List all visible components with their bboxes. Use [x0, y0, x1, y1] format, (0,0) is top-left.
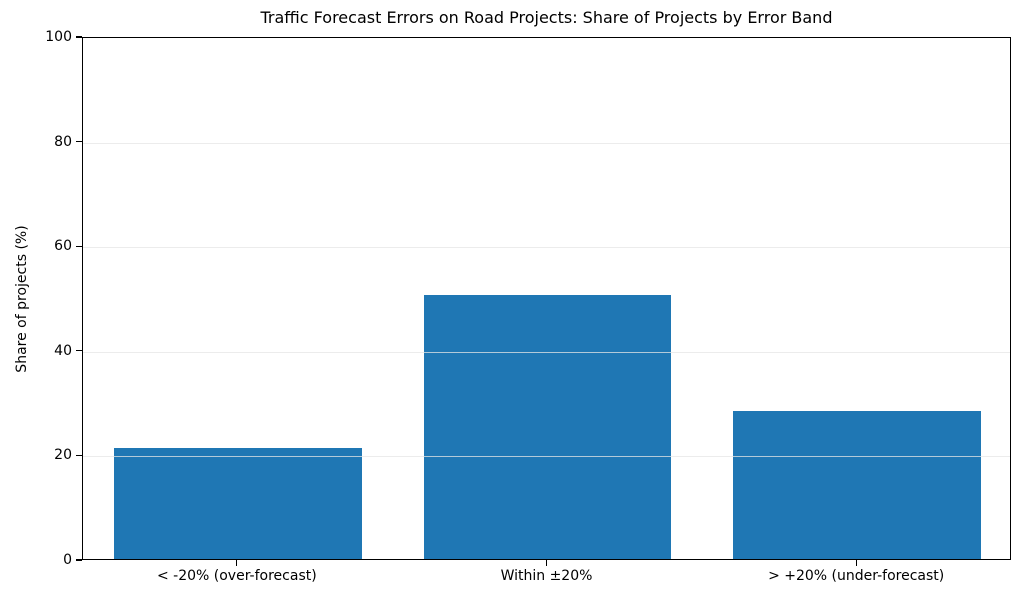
chart-title: Traffic Forecast Errors on Road Projects… [260, 8, 833, 27]
bar-2 [733, 411, 982, 559]
x-tick-mark-1 [545, 560, 548, 566]
bar-0 [113, 447, 362, 559]
x-tick-label-2: > +20% (under-forecast) [768, 568, 945, 584]
y-axis-label: Share of projects (%) [14, 225, 30, 373]
x-tick-mark-0 [236, 560, 238, 566]
x-tick-label-0: < -20% (over-forecast) [156, 568, 317, 584]
plot-area [82, 37, 1011, 560]
y-tick-mark-60 [76, 245, 82, 247]
y-tick-label-0: 0 [63, 552, 72, 568]
x-tick-label-1: Within ±20% [500, 568, 593, 584]
bar-1 [423, 295, 672, 559]
y-tick-label-80: 80 [54, 133, 72, 150]
y-tick-mark-80 [76, 141, 82, 143]
bars-container [83, 38, 1010, 559]
y-tick-label-100: 100 [45, 29, 72, 45]
y-tick-mark-100 [76, 36, 82, 38]
y-tick-mark-0 [76, 559, 82, 561]
y-tick-mark-20 [76, 454, 82, 456]
y-tick-label-60: 60 [54, 238, 72, 255]
y-tick-label-20: 20 [54, 447, 72, 464]
y-tick-mark-40 [76, 350, 82, 352]
x-tick-mark-2 [855, 560, 857, 566]
y-tick-label-40: 40 [54, 342, 72, 359]
